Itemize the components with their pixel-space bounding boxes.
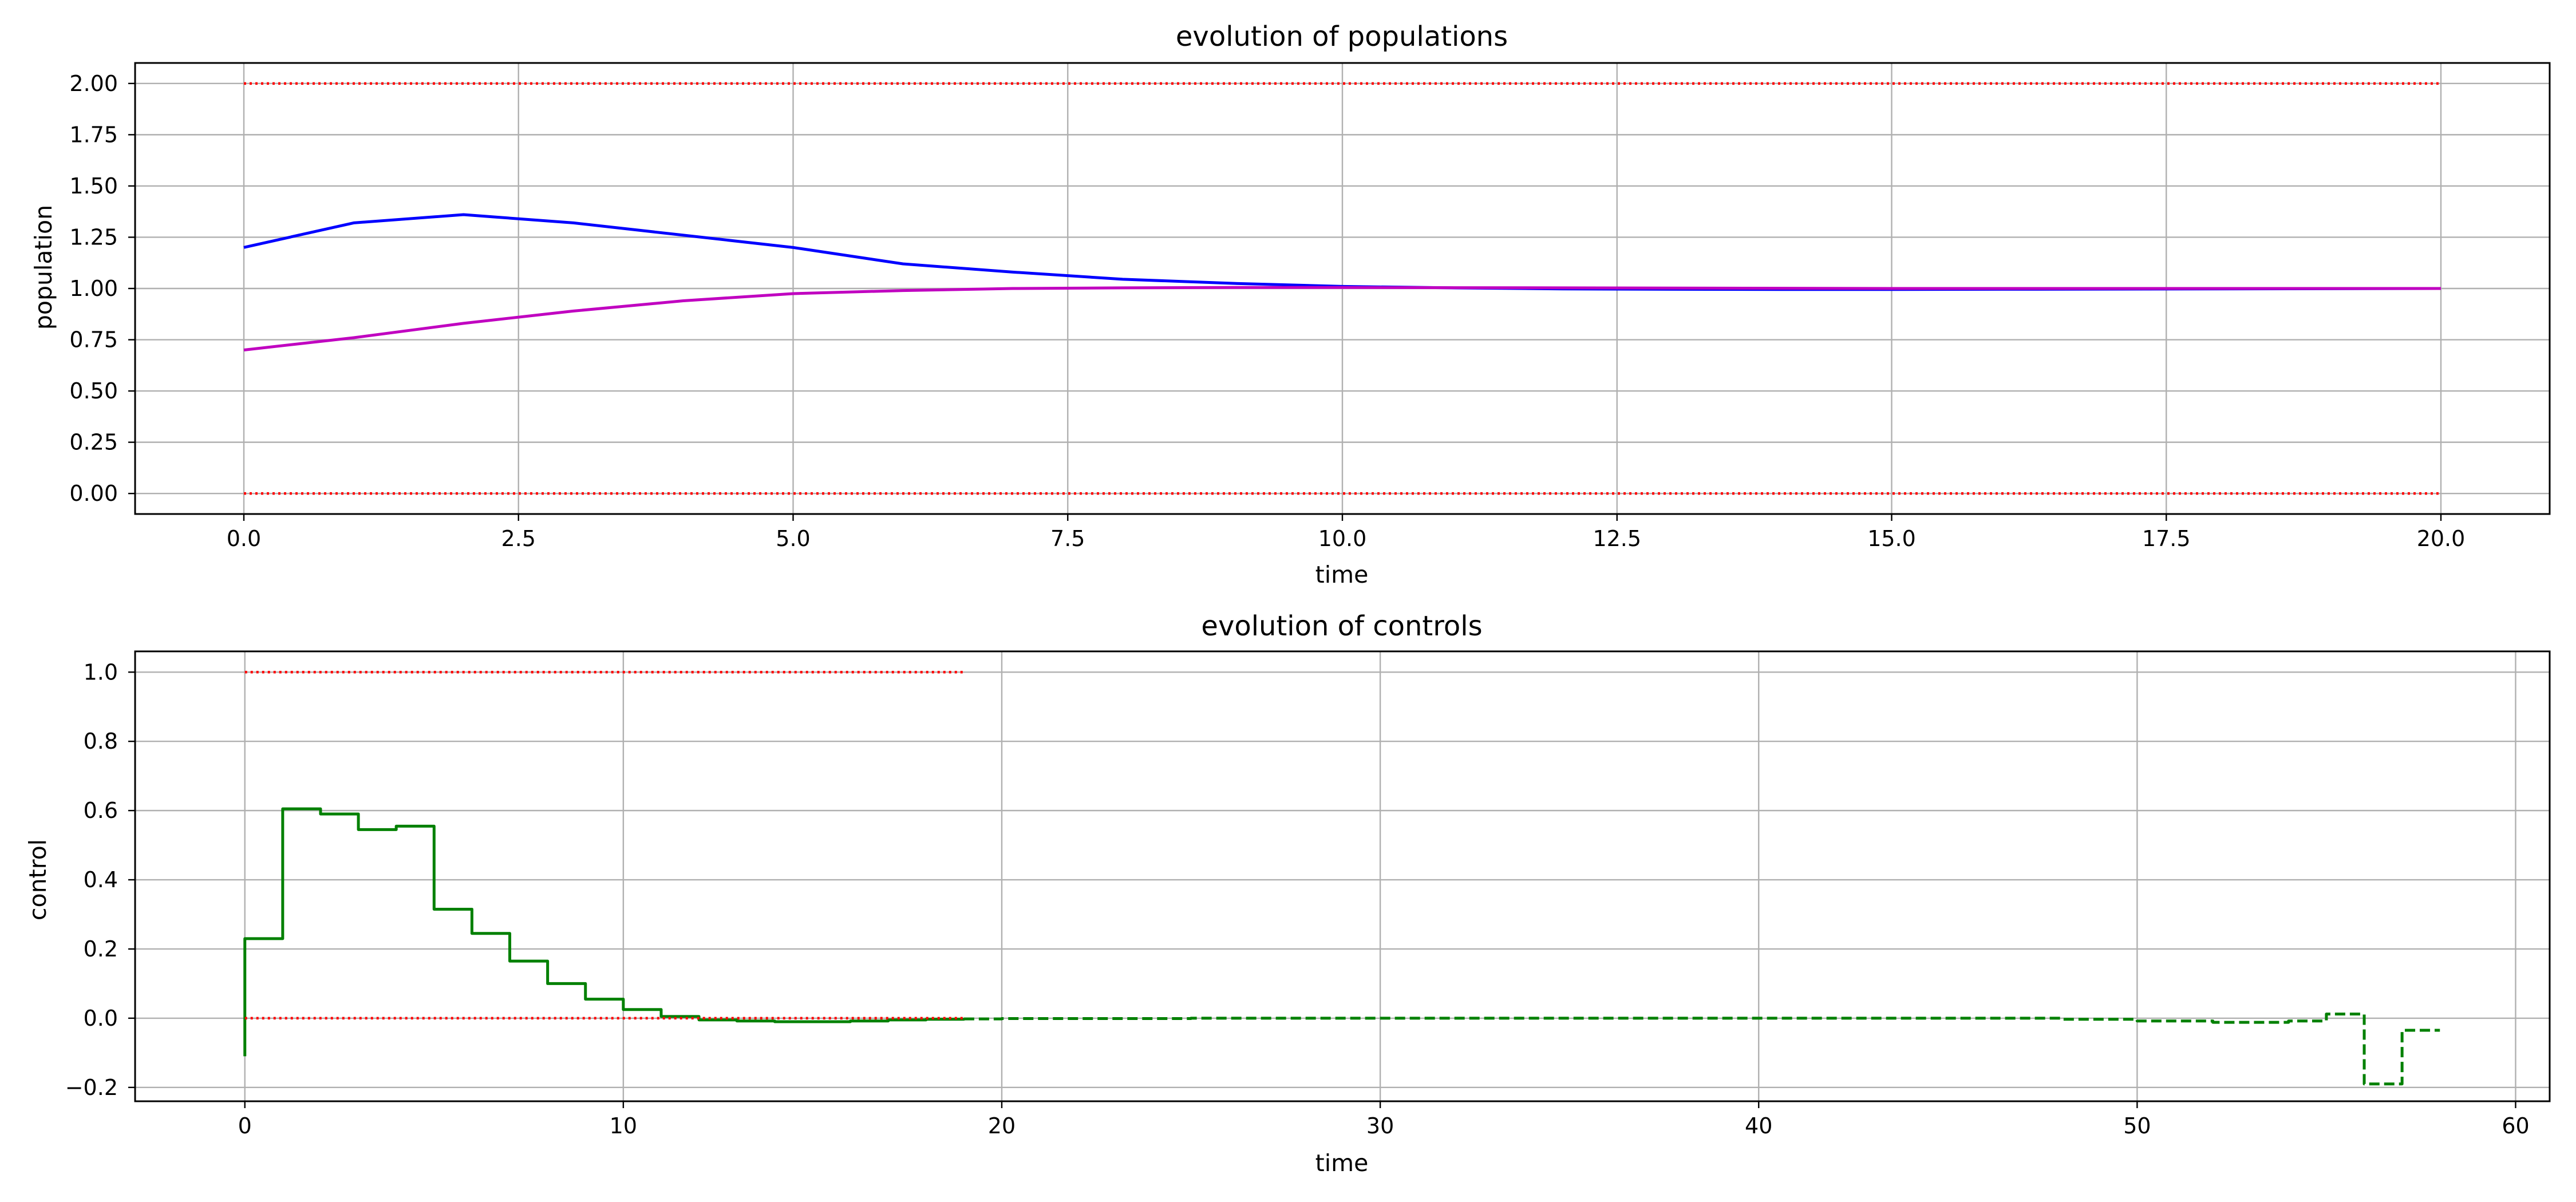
y-tick-label: 0.00 [69,481,118,506]
x-tick-label: 10 [610,1113,637,1138]
x-tick-label: 7.5 [1050,526,1085,551]
x-axis-label: time [1315,1149,1369,1177]
y-tick-label: 2.00 [69,71,118,96]
series-line [243,286,2441,351]
x-tick-label: 5.0 [776,526,810,551]
y-axis-label: population [30,205,57,330]
x-tick-label: 2.5 [501,526,536,551]
y-axis-label: control [24,839,52,920]
y-tick-label: 0.25 [69,430,118,455]
x-tick-label: 0.0 [227,526,261,551]
y-tick-label: 0.0 [84,1006,118,1031]
y-tick-label: 1.00 [69,276,118,301]
x-tick-label: 60 [2502,1113,2529,1138]
series-line [963,1013,2440,1086]
x-tick-label: 40 [1745,1113,1772,1138]
x-tick-label: 15.0 [1867,526,1916,551]
x-tick-label: 30 [1366,1113,1394,1138]
y-tick-label: 0.4 [84,867,118,892]
y-tick-label: 1.25 [69,224,118,250]
y-tick-label: 0.75 [69,327,118,353]
y-tick-label: 1.50 [69,173,118,199]
y-tick-label: 0.6 [84,798,118,823]
x-tick-label: 10.0 [1318,526,1367,551]
x-tick-label: 17.5 [2142,526,2191,551]
y-tick-label: −0.2 [65,1075,118,1100]
x-tick-label: 12.5 [1593,526,1641,551]
plot-frame [134,650,2551,1102]
y-tick-label: 1.0 [84,659,118,685]
y-tick-label: 1.75 [69,122,118,147]
chart-title: evolution of populations [1176,21,1508,53]
x-tick-label: 0 [238,1113,252,1138]
x-tick-label: 50 [2123,1113,2151,1138]
x-tick-label: 20.0 [2417,526,2466,551]
x-axis-label: time [1315,561,1369,588]
chart-title: evolution of controls [1201,610,1482,642]
series-line [243,807,966,1057]
y-tick-label: 0.2 [84,936,118,962]
populations-panel: evolution of populations time population… [30,21,2551,588]
x-tick-label: 20 [988,1113,1016,1138]
y-tick-label: 0.8 [84,729,118,754]
y-tick-label: 0.50 [69,378,118,404]
controls-panel: evolution of controls time control 0 10 20… [24,610,2551,1177]
